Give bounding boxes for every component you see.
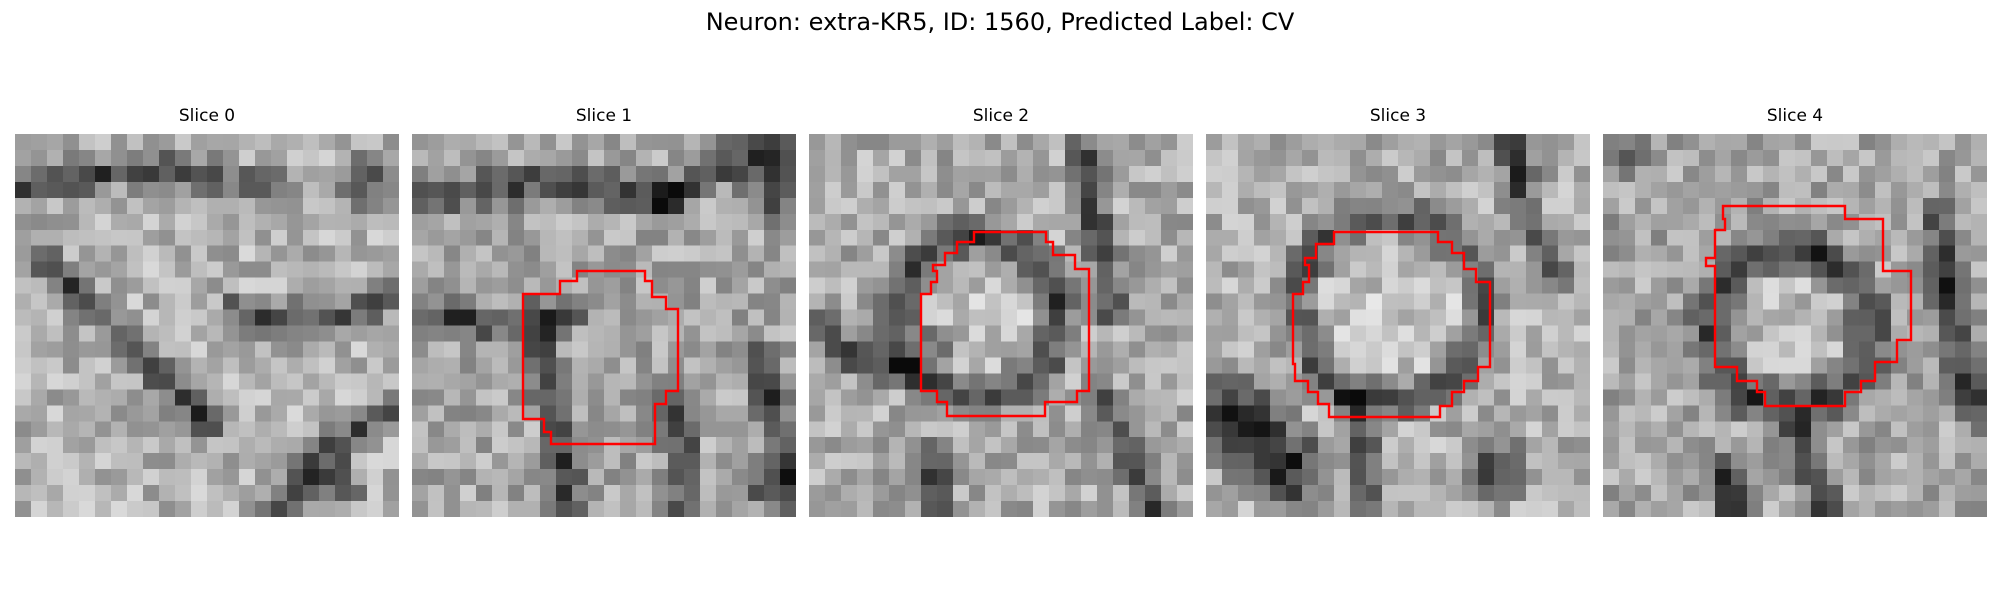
slice-image-3	[1206, 134, 1590, 517]
slice-image-0	[15, 134, 399, 517]
segmentation-contour-4	[1704, 204, 1913, 408]
segmentation-contour-2	[919, 230, 1091, 418]
slice-title-0: Slice 0	[178, 106, 236, 126]
slice-image-1	[412, 134, 796, 517]
figure-title: Neuron: extra-KR5, ID: 1560, Predicted L…	[705, 8, 1295, 36]
slice-image-2	[809, 134, 1193, 517]
segmentation-contour-3	[1291, 230, 1492, 419]
segmentation-contour-1	[521, 269, 680, 446]
slice-image-4	[1603, 134, 1987, 517]
slice-title-3: Slice 3	[1369, 106, 1427, 126]
slice-title-2: Slice 2	[972, 106, 1030, 126]
slice-title-4: Slice 4	[1766, 106, 1824, 126]
slice-title-1: Slice 1	[575, 106, 633, 126]
